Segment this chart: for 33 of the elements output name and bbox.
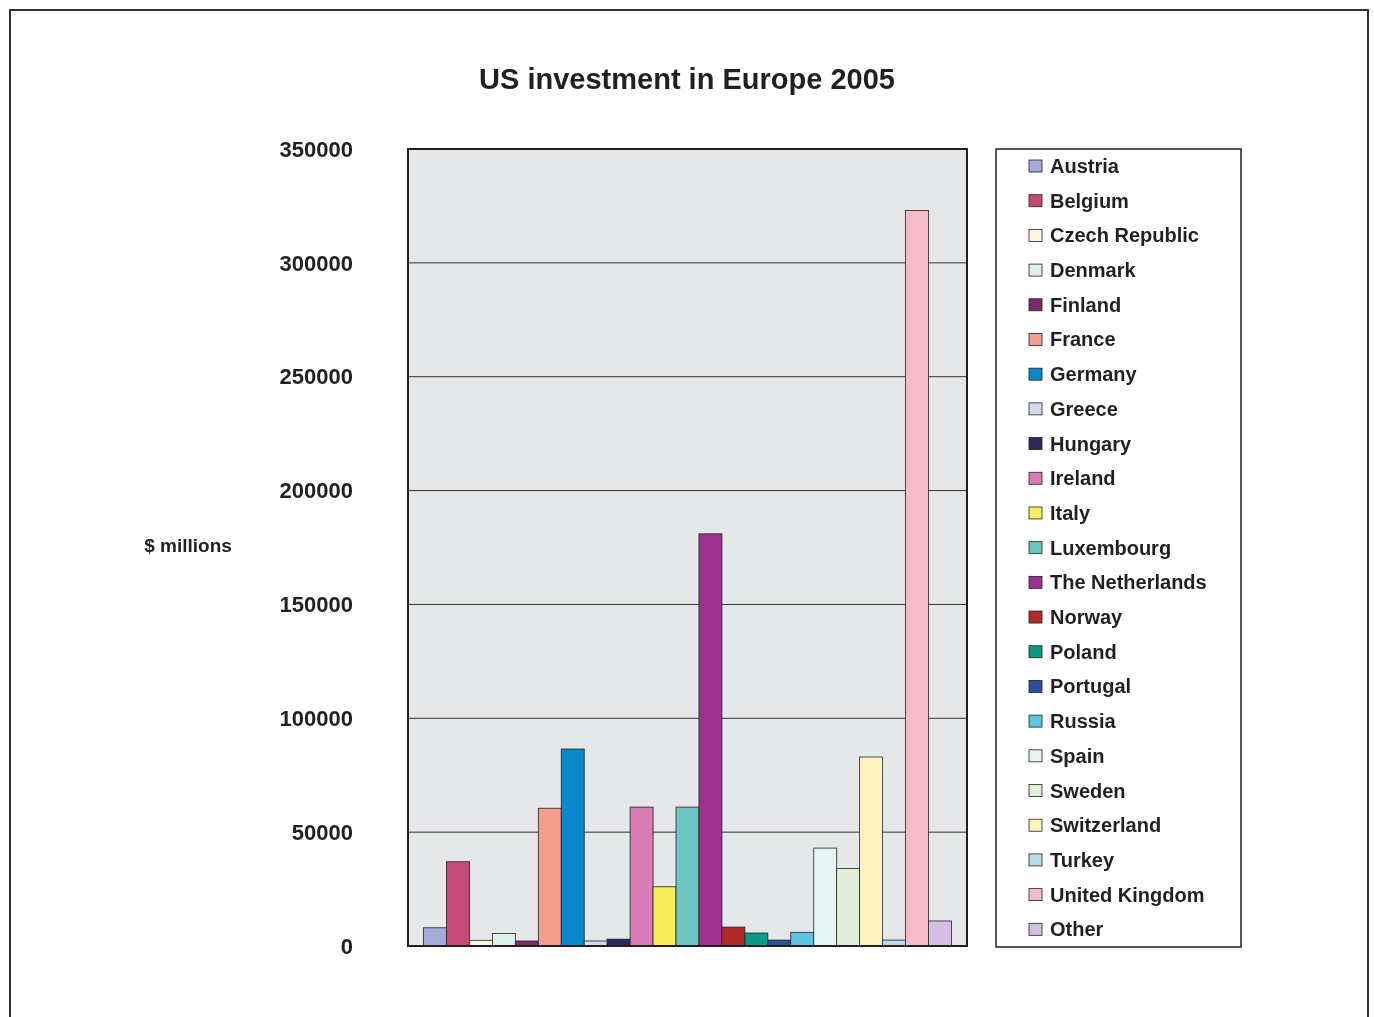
y-tick-label: 50000: [291, 819, 353, 845]
y-tick-label: 350000: [279, 136, 353, 162]
legend-label: Norway: [1050, 606, 1124, 629]
legend-label: Czech Republic: [1050, 224, 1199, 247]
legend-label: Germany: [1050, 363, 1138, 386]
legend-label: Sweden: [1050, 779, 1126, 802]
legend-label: Hungary: [1050, 432, 1132, 455]
legend-label: Ireland: [1050, 467, 1116, 490]
y-tick-label: 300000: [279, 250, 353, 276]
legend-label: Portugal: [1050, 675, 1132, 698]
legend-label: Other: [1050, 918, 1104, 941]
y-tick-label: 200000: [279, 478, 353, 504]
chart-title: US investment in Europe 2005: [479, 63, 895, 95]
legend-label: Belgium: [1050, 189, 1129, 212]
legend-label: The Netherlands: [1050, 571, 1207, 594]
legend-label: Luxembourg: [1050, 536, 1172, 559]
legend-label: Turkey: [1050, 848, 1115, 871]
legend-label: Greece: [1050, 397, 1118, 420]
y-axis-title: $ millions: [144, 535, 232, 556]
legend-label: Russia: [1050, 710, 1117, 733]
legend-label: Denmark: [1050, 259, 1137, 282]
legend-label: Switzerland: [1050, 814, 1162, 837]
legend-label: Finland: [1050, 293, 1122, 316]
legend-label: Austria: [1050, 155, 1120, 177]
y-tick-label: 0: [340, 933, 353, 959]
legend-label: Spain: [1050, 744, 1105, 767]
legend-label: France: [1050, 328, 1116, 351]
y-tick-label: 250000: [279, 364, 353, 390]
y-tick-label: 100000: [279, 705, 353, 731]
y-tick-label: 150000: [279, 592, 353, 618]
legend-label: United Kingdom: [1050, 883, 1205, 906]
legend-label: Poland: [1050, 640, 1117, 663]
legend-label: Italy: [1050, 501, 1091, 524]
